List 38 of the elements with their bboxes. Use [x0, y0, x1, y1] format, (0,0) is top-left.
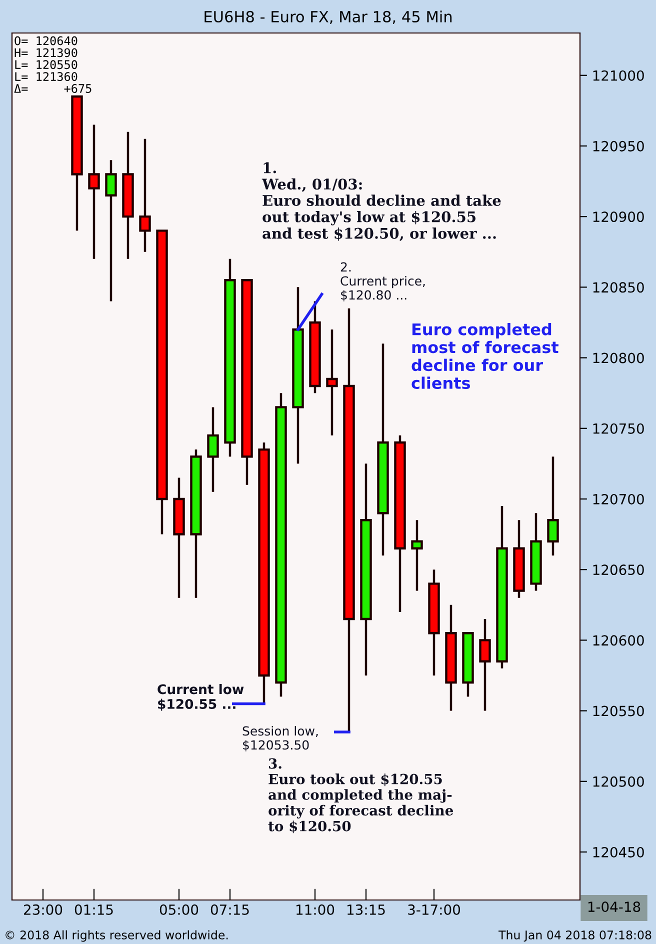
candlestick — [326, 328, 338, 437]
annotation: Current low $120.55 ... — [158, 684, 244, 711]
text: 1-04-18 — [588, 902, 640, 912]
y-tick-label: 120750 — [593, 423, 644, 434]
y-tick-label: 120450 — [593, 846, 644, 858]
y-tick-label: 120650 — [593, 564, 644, 576]
y-tick-label: 120800 — [593, 352, 644, 364]
x-tick-label: 11:00 — [296, 904, 334, 915]
x-tick-label: 13:15 — [348, 904, 385, 915]
y-tick-label: 120500 — [593, 776, 644, 787]
candlestick — [105, 158, 117, 302]
x-tick-label: 23:00 — [24, 904, 62, 915]
x-tick-label: 05:00 — [160, 904, 198, 915]
annotation: 1. Wed., 01/03: Euro should decline and take out today's low at $120.55 and test $120.50, or lower ... — [262, 162, 501, 242]
annotation: 2. Current price, $120.80 ... — [340, 262, 425, 302]
x-tick-label: 3-17:00 — [408, 904, 460, 915]
y-tick-label: 120550 — [593, 706, 644, 716]
y-tick-label: 120700 — [593, 494, 644, 504]
candlestick — [479, 618, 491, 712]
y-tick-label: 120900 — [593, 212, 644, 222]
candlestick — [547, 456, 559, 557]
annotation: Euro completed most of forecast decline for our clients — [412, 323, 558, 390]
x-tick-label: 07:15 — [210, 904, 249, 915]
candlestick — [139, 138, 151, 253]
candlestick — [207, 406, 219, 494]
y-tick-label: 120850 — [593, 282, 644, 293]
candlestick — [88, 124, 100, 260]
y-tick-label: 120950 — [593, 140, 644, 152]
annotation: O= 120640 H= 121390 L= 120550 L= 121360 Δ= +675 — [14, 36, 92, 93]
annotation: 3. Euro took out $120.55 and completed the maj- ority of forecast decline to $120.50 — [268, 758, 454, 834]
chart-title: EU6H8 - Euro FX, Mar 18, 45 Min — [204, 10, 452, 24]
x-tick-label: 01:15 — [74, 904, 113, 915]
candlestick — [411, 519, 423, 592]
y-tick-label: 121000 — [593, 70, 644, 81]
text: © 2018 All rights reserved worldwide. — [6, 930, 228, 942]
y-tick-label: 120600 — [593, 635, 644, 646]
text: Thu Jan 04 2018 07:18:08 — [498, 930, 652, 942]
annotation: Session low, $12053.50 — [242, 726, 318, 752]
